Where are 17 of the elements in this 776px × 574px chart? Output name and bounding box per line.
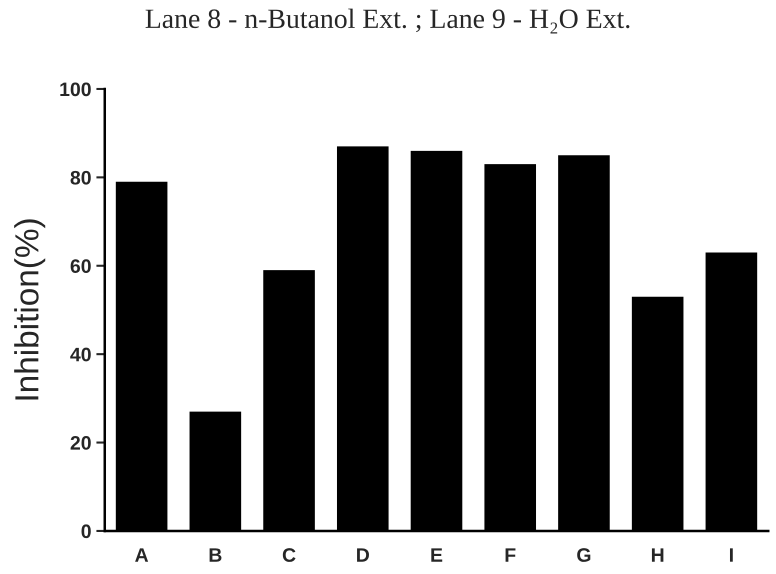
y-tick-label: 20 — [70, 436, 91, 450]
x-tick-label: G — [577, 548, 590, 562]
x-tick-label: B — [210, 548, 222, 562]
x-tick-label: C — [282, 548, 296, 562]
x-tick-label: F — [506, 548, 516, 562]
x-tick-label: H — [652, 548, 664, 562]
y-tick-label: 80 — [70, 170, 91, 185]
x-tick-label: A — [135, 548, 148, 562]
x-tick-label: E — [431, 548, 442, 562]
text: Lane 8 - n-Butanol Ext. ; Lane 9 - H₂O Ext. — [146, 8, 630, 34]
y-axis-title: Inhibition(%) — [14, 219, 46, 400]
x-tick-label: D — [357, 548, 369, 562]
y-tick-label: 0 — [82, 524, 91, 538]
y-tick-label: 100 — [60, 82, 91, 96]
y-tick-label: 40 — [70, 348, 91, 362]
y-tick-label: 60 — [70, 259, 91, 273]
x-tick-label: I — [730, 548, 733, 562]
